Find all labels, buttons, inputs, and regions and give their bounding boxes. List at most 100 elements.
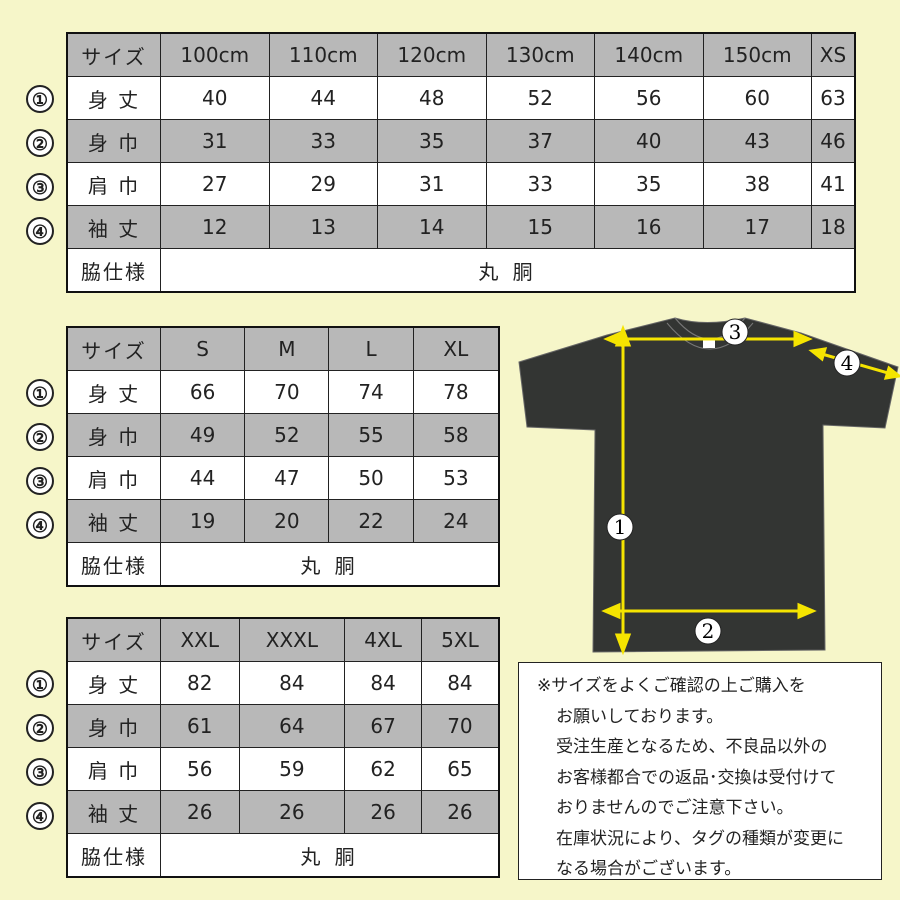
row-label: 身 巾 xyxy=(66,704,161,748)
row-label: 袖 丈 xyxy=(66,499,161,543)
label-1: 1 xyxy=(614,515,627,539)
row-label: 袖 丈 xyxy=(66,205,161,249)
marker-1: ① xyxy=(26,670,54,698)
table-cell: 35 xyxy=(594,162,704,206)
table-cell: 78 xyxy=(412,370,500,414)
size-header: 4XL xyxy=(344,617,422,662)
table-cell: 62 xyxy=(344,747,422,791)
table-row: 身 丈 66 70 74 78 xyxy=(66,370,500,414)
table-cell: 74 xyxy=(328,370,414,414)
table-cell: 26 xyxy=(344,790,422,834)
table-cell: 35 xyxy=(377,119,487,163)
table-cell: 84 xyxy=(344,661,422,705)
table-cell: 48 xyxy=(377,76,487,120)
table-cell: 64 xyxy=(238,704,346,748)
table-cell: 56 xyxy=(160,747,240,791)
table-cell: 24 xyxy=(412,499,500,543)
size-header: 130cm xyxy=(485,32,595,77)
marker-3: ③ xyxy=(26,758,54,786)
table-cell: 44 xyxy=(268,76,378,120)
marker-1: ① xyxy=(26,379,54,407)
table-row: 袖 丈 12 13 14 15 16 17 18 xyxy=(66,205,856,249)
table-row: 身 丈 82 84 84 84 xyxy=(66,661,500,705)
table-cell: 40 xyxy=(594,119,704,163)
row-label: 肩 巾 xyxy=(66,456,161,500)
table-cell: 58 xyxy=(412,413,500,457)
marker-2: ② xyxy=(26,714,54,742)
table-row: 身 丈 40 44 48 52 56 60 63 xyxy=(66,76,856,120)
table-cell: 65 xyxy=(420,747,500,791)
table-cell: 29 xyxy=(268,162,378,206)
marker-1: ① xyxy=(26,85,54,113)
side-spec-row: 脇仕様丸 胴 xyxy=(66,248,856,293)
table-cell: 27 xyxy=(160,162,270,206)
size-header: 110cm xyxy=(268,32,378,77)
marker-4: ④ xyxy=(26,217,54,245)
marker-3: ③ xyxy=(26,467,54,495)
tag-icon xyxy=(703,340,715,348)
row-label: 身 巾 xyxy=(66,119,161,163)
size-header: M xyxy=(244,326,330,371)
table-row: 肩 巾 27 29 31 33 35 38 41 xyxy=(66,162,856,206)
table-row: 身 巾 31 33 35 37 40 43 46 xyxy=(66,119,856,163)
table-cell: 20 xyxy=(244,499,330,543)
row-label: 脇仕様 xyxy=(66,833,161,878)
table-cell: 38 xyxy=(702,162,812,206)
side-spec-value: 丸 胴 xyxy=(160,248,856,293)
table-row: 肩 巾 56 59 62 65 xyxy=(66,747,500,791)
notes-box: ※サイズをよくご確認の上ご購入を お願いしております。 受注生産となるため、不良… xyxy=(518,662,882,880)
table-cell: 26 xyxy=(420,790,500,834)
table-cell: 26 xyxy=(238,790,346,834)
table-row: 身 巾 49 52 55 58 xyxy=(66,413,500,457)
note-line: 在庫状況により、タグの種類が変更に xyxy=(556,828,844,849)
table-cell: 67 xyxy=(344,704,422,748)
note-line: ※サイズをよくご確認の上ご購入を xyxy=(537,676,806,696)
size-header: 150cm xyxy=(702,32,812,77)
table-cell: 13 xyxy=(268,205,378,249)
header-label: サイズ xyxy=(66,32,161,77)
table-cell: 17 xyxy=(702,205,812,249)
marker-4: ④ xyxy=(26,511,54,539)
table-row: 肩 巾 44 47 50 53 xyxy=(66,456,500,500)
table-cell: 56 xyxy=(594,76,704,120)
size-header: XXL xyxy=(160,617,240,662)
table-cell: 44 xyxy=(159,456,246,500)
note-line: お願いしております。 xyxy=(556,706,724,727)
table-cell: 49 xyxy=(159,413,246,457)
header-row: サイズ XXL XXXL 4XL 5XL xyxy=(66,617,500,662)
size-table-s-xl: サイズ S M L XL 身 丈 66 70 74 78 身 巾 49 52 55 58 肩 巾 44 47 50 5… xyxy=(66,326,500,587)
table-cell: 31 xyxy=(160,119,270,163)
row-label: 身 丈 xyxy=(66,370,161,414)
table-cell: 15 xyxy=(485,205,595,249)
table-cell: 82 xyxy=(160,661,240,705)
note-line: おりませんのでご注意下さい。 xyxy=(556,798,794,818)
table-row: 袖 丈 19 20 22 24 xyxy=(66,499,500,543)
table-row: 身 巾 61 64 67 70 xyxy=(66,704,500,748)
side-spec-value: 丸 胴 xyxy=(160,833,500,878)
size-header: 5XL xyxy=(420,617,500,662)
note-line: 受注生産となるため、不良品以外の xyxy=(556,737,828,757)
table-cell: 66 xyxy=(159,370,246,414)
note-line: なる場合がございます。 xyxy=(556,859,742,879)
size-header: XXXL xyxy=(238,617,346,662)
table-cell: 70 xyxy=(420,704,500,748)
row-label: 身 巾 xyxy=(66,413,161,457)
table-cell: 40 xyxy=(160,76,270,120)
table-cell: 84 xyxy=(420,661,500,705)
note-line: お客様都合での返品･交換は受付けて xyxy=(556,767,837,788)
table-cell: 12 xyxy=(160,205,270,249)
marker-2: ② xyxy=(26,423,54,451)
side-spec-row: 脇仕様丸 胴 xyxy=(66,833,500,878)
size-table-kids: サイズ 100cm 110cm 120cm 130cm 140cm 150cm XS 身 丈 40… xyxy=(66,32,856,293)
marker-3: ③ xyxy=(26,173,54,201)
side-spec-row: 脇仕様丸 胴 xyxy=(66,542,500,587)
table-cell: 53 xyxy=(412,456,500,500)
table-cell: 61 xyxy=(160,704,240,748)
size-header: XL xyxy=(412,326,500,371)
table-cell: 63 xyxy=(811,76,856,120)
table-cell: 14 xyxy=(377,205,487,249)
row-label: 身 丈 xyxy=(66,661,161,705)
table-cell: 31 xyxy=(377,162,487,206)
size-header: 120cm xyxy=(377,32,487,77)
row-label: 肩 巾 xyxy=(66,162,161,206)
